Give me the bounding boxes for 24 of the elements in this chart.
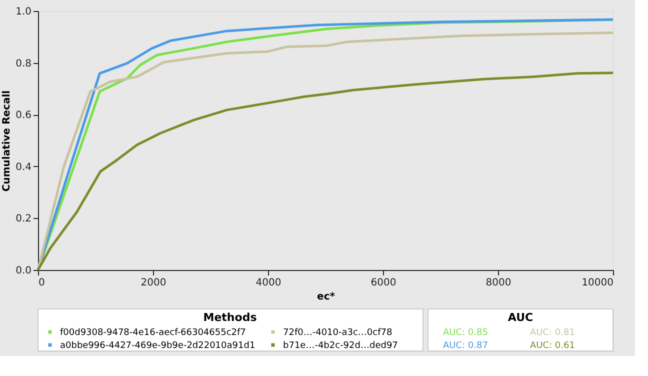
x-tick-label: 10000 (582, 278, 614, 288)
legend-title: Methods (203, 311, 258, 324)
y-tick-label: 0.6 (16, 110, 32, 122)
x-tick-label: 8000 (486, 278, 512, 288)
y-tick-label: 0.0 (16, 266, 32, 276)
y-tick-label: 0.8 (16, 58, 32, 70)
x-axis-title: ec* (317, 292, 336, 302)
text: AUC: 0.61 (530, 341, 575, 351)
legend-label: a0bbe996-4427-469e-9b9e-2d22010a91d1 (60, 341, 256, 351)
x-tick-label: 4000 (256, 278, 282, 288)
legend-label: 72f0…-4010-a3c…0cf78 (283, 328, 393, 338)
x-tick-label: 0 (38, 278, 45, 288)
text: AUC: 0.81 (530, 328, 575, 338)
y-tick-label: 1.0 (16, 6, 32, 18)
y-tick-label: 0.2 (16, 214, 32, 225)
legend-label: f00d9308-9478-4e16-aecf-66304655c2f7 (60, 328, 246, 338)
legend-label: b71e…-4b2c-92d…ded97 (283, 341, 398, 351)
text: AUC: 0.85 (443, 328, 488, 338)
y-axis-title: Cumulative Recall (2, 90, 13, 192)
text: AUC (508, 311, 534, 324)
y-tick-label: 0.4 (16, 162, 32, 173)
x-tick-label: 2000 (140, 278, 166, 288)
text: AUC: 0.87 (443, 341, 488, 351)
x-tick-label: 6000 (370, 278, 396, 288)
